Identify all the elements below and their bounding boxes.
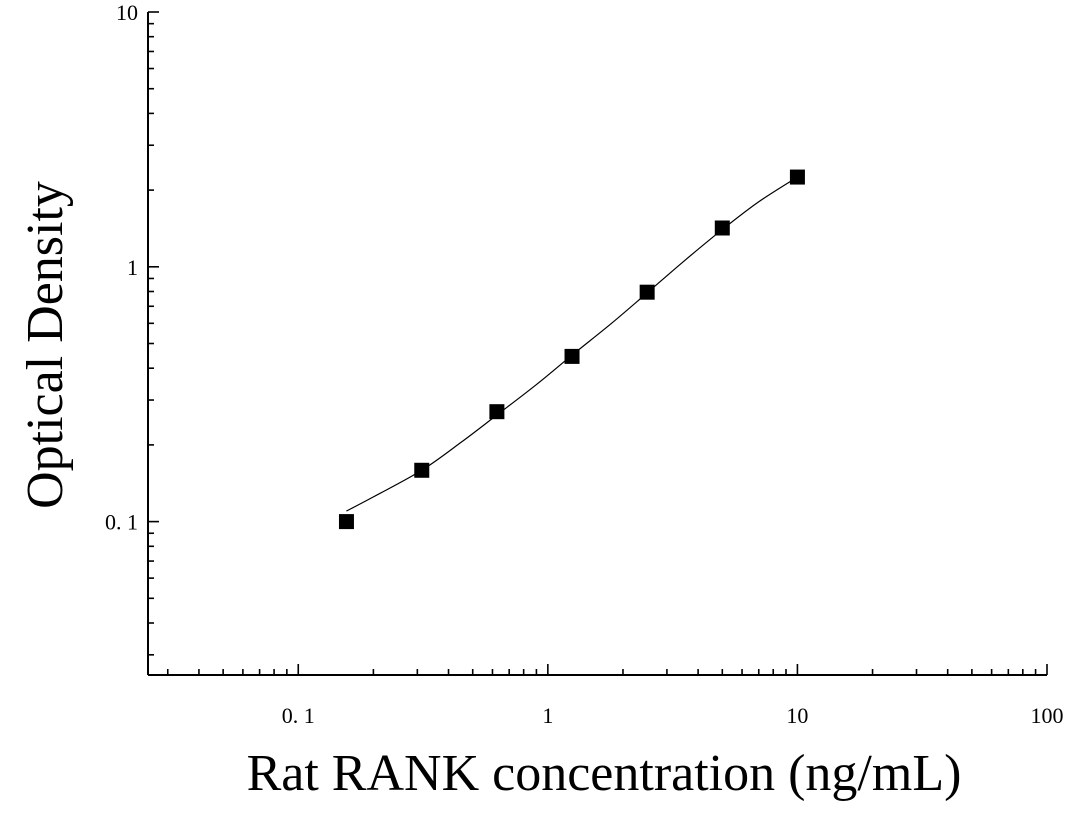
y-major-ticks xyxy=(148,11,159,523)
y-tick-labels: 0. 1 1 10 xyxy=(105,0,138,535)
x-tick-label: 0. 1 xyxy=(282,703,315,728)
x-axis-title: Rat RANK concentration (ng/mL) xyxy=(247,745,962,802)
data-point xyxy=(564,348,580,364)
y-tick-label: 1 xyxy=(127,255,138,280)
data-point xyxy=(338,514,354,530)
y-axis-title: Optical Density xyxy=(17,181,74,509)
y-tick-label: 0. 1 xyxy=(105,510,138,535)
data-point xyxy=(489,404,505,420)
x-tick-labels: 0. 1 1 10 100 xyxy=(282,703,1064,728)
x-tick-label: 10 xyxy=(786,703,808,728)
data-points xyxy=(338,169,805,530)
x-tick-label: 1 xyxy=(542,703,553,728)
data-point xyxy=(714,220,730,236)
data-point xyxy=(414,462,430,478)
data-point xyxy=(639,284,655,300)
x-tick-label: 100 xyxy=(1031,703,1064,728)
x-major-ticks xyxy=(297,664,1048,675)
y-tick-label: 10 xyxy=(116,0,138,25)
data-point xyxy=(789,169,805,185)
